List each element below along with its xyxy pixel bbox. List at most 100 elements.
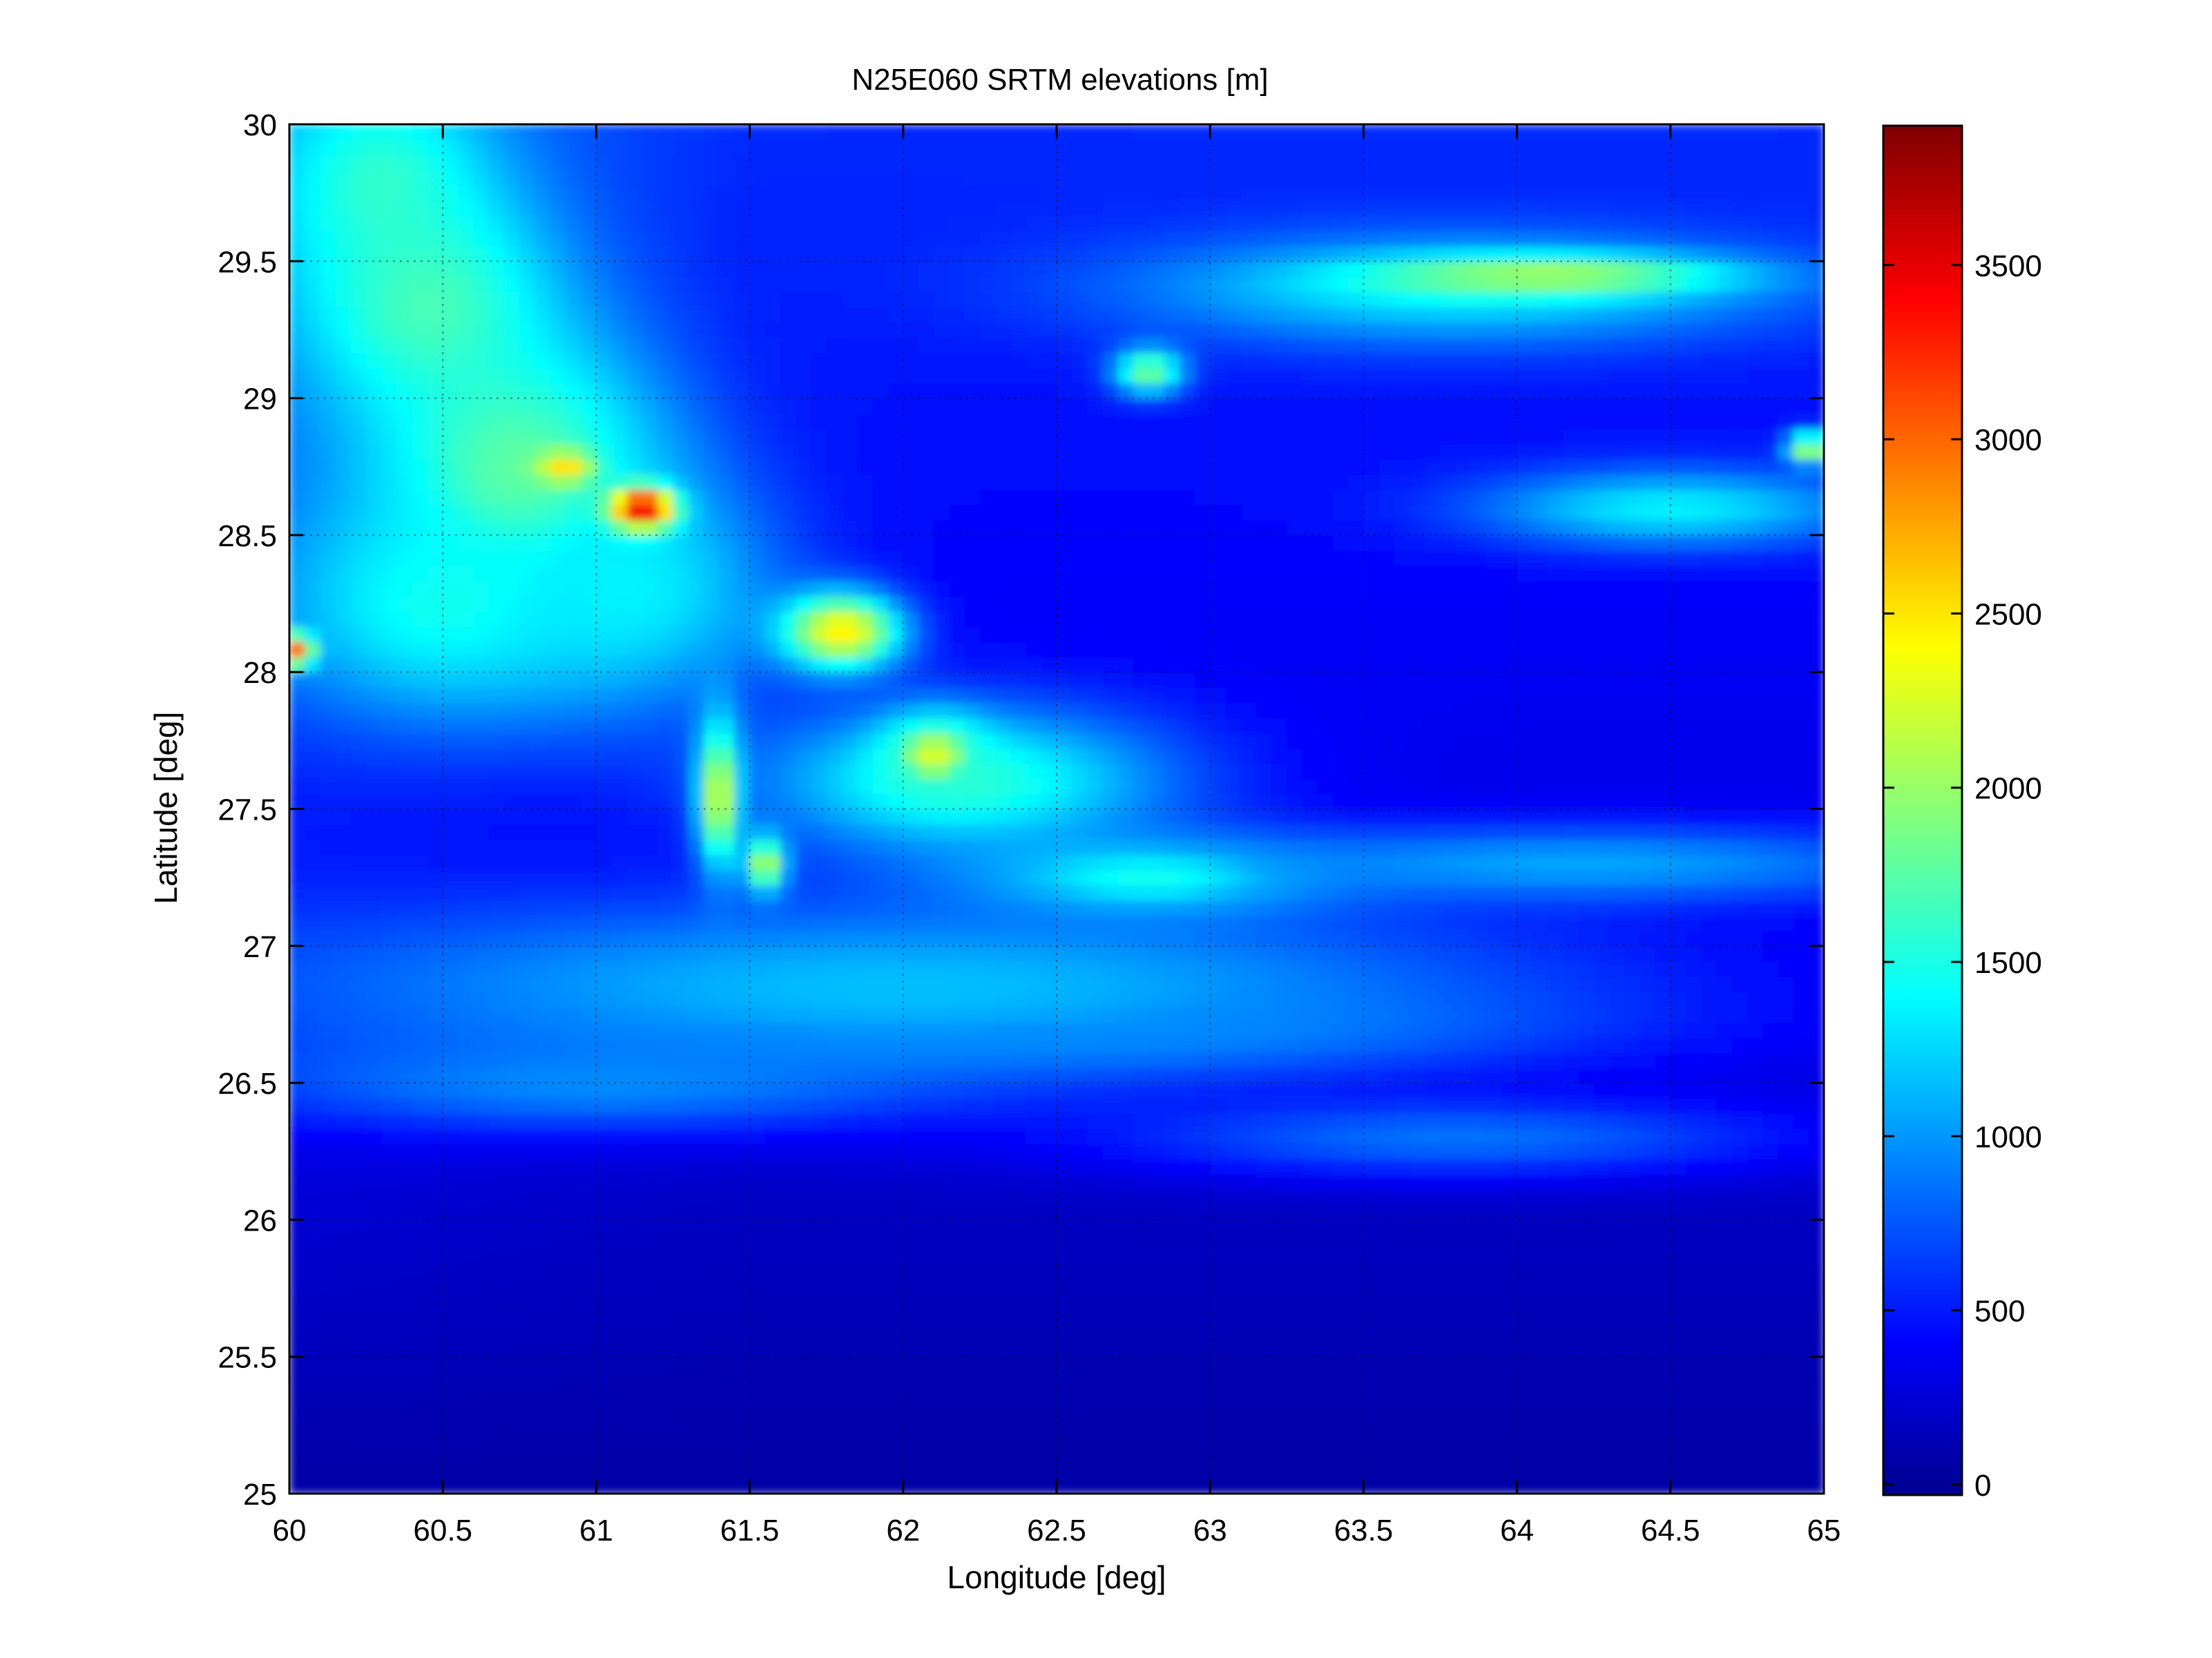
heatmap-cell <box>504 1341 521 1358</box>
heatmap-cell <box>749 915 766 932</box>
heatmap-cell <box>1793 915 1809 932</box>
heatmap-cell <box>1670 1128 1686 1145</box>
heatmap-cell <box>1271 1387 1288 1403</box>
heatmap-cell <box>519 1478 536 1494</box>
heatmap-cell <box>1578 854 1595 871</box>
heatmap-cell <box>473 1447 490 1464</box>
heatmap-cell <box>1133 1387 1150 1403</box>
heatmap-cell <box>673 733 689 749</box>
heatmap-cell <box>1455 1235 1472 1251</box>
heatmap-cell <box>1747 1417 1764 1434</box>
heatmap-cell <box>719 1387 735 1403</box>
heatmap-cell <box>504 885 521 901</box>
heatmap-cell <box>1333 748 1349 764</box>
heatmap-cell <box>1670 1280 1686 1297</box>
heatmap-cell <box>688 763 704 780</box>
heatmap-cell <box>1593 1463 1610 1479</box>
heatmap-cell <box>1440 1265 1456 1282</box>
heatmap-cell <box>1394 1083 1410 1099</box>
heatmap-cell <box>1302 991 1318 1008</box>
heatmap-cell <box>1639 1006 1656 1023</box>
heatmap-cell <box>1425 1478 1441 1494</box>
heatmap-cell <box>1010 1341 1027 1358</box>
heatmap-cell <box>949 824 965 840</box>
heatmap-cell <box>427 900 444 916</box>
heatmap-cell <box>1117 824 1135 840</box>
heatmap-cell <box>488 1159 506 1175</box>
heatmap-cell <box>673 869 689 886</box>
heatmap-cell <box>1057 991 1073 1008</box>
heatmap-cell <box>841 961 858 977</box>
heatmap-cell <box>1133 1463 1150 1479</box>
heatmap-cell <box>1179 1265 1195 1282</box>
heatmap-cell <box>887 1356 904 1373</box>
heatmap-cell <box>1501 1052 1518 1068</box>
heatmap-cell <box>780 900 797 916</box>
heatmap-cell <box>887 748 904 764</box>
heatmap-cell <box>1087 1189 1104 1206</box>
heatmap-cell <box>1548 1417 1564 1434</box>
heatmap-cell <box>1164 900 1180 916</box>
heatmap-cell <box>1655 824 1671 840</box>
heatmap-cell <box>596 1204 613 1221</box>
heatmap-cell <box>1608 945 1626 962</box>
heatmap-cell <box>1302 854 1318 871</box>
heatmap-cell <box>734 1463 751 1479</box>
heatmap-cell <box>1716 793 1733 810</box>
heatmap-cell <box>719 1083 735 1099</box>
heatmap-cell <box>1624 915 1641 932</box>
heatmap-cell <box>703 839 720 856</box>
heatmap-cell <box>734 1068 751 1084</box>
heatmap-cell <box>1608 1447 1626 1464</box>
heatmap-cell <box>1593 945 1610 962</box>
heatmap-cell <box>964 1220 981 1236</box>
heatmap-cell <box>1762 1387 1779 1403</box>
heatmap-cell <box>596 1144 613 1160</box>
heatmap-cell <box>1287 1356 1303 1373</box>
heatmap-cell <box>504 809 521 825</box>
heatmap-cell <box>673 1280 689 1297</box>
heatmap-cell <box>611 1265 628 1282</box>
heatmap-cell <box>504 976 521 992</box>
heatmap-cell <box>1057 1371 1073 1388</box>
heatmap-cell <box>504 1159 521 1175</box>
heatmap-cell <box>688 1341 704 1358</box>
heatmap-cell <box>381 915 398 932</box>
heatmap-cell <box>1225 1326 1242 1342</box>
heatmap-cell <box>1624 1326 1641 1342</box>
heatmap-cell <box>1271 1052 1288 1068</box>
heatmap-cell <box>289 1052 306 1068</box>
heatmap-cell <box>1639 945 1656 962</box>
heatmap-cell <box>626 839 643 856</box>
heatmap-cell <box>1731 1402 1748 1418</box>
heatmap-cell <box>1563 915 1579 932</box>
heatmap-cell <box>1210 1295 1227 1312</box>
heatmap-cell <box>335 945 352 962</box>
heatmap-cell <box>1026 1311 1042 1327</box>
heatmap-cell <box>688 1387 704 1403</box>
heatmap-cell <box>673 1235 689 1251</box>
heatmap-cell <box>1287 1295 1303 1312</box>
heatmap-cell <box>1133 1447 1150 1464</box>
heatmap-cell <box>903 869 919 886</box>
heatmap-cell <box>1348 1371 1365 1388</box>
heatmap-cell <box>1410 1387 1426 1403</box>
heatmap-cell <box>979 824 997 840</box>
heatmap-cell <box>1578 961 1595 977</box>
heatmap-cell <box>396 1113 413 1130</box>
heatmap-cell <box>1287 809 1303 825</box>
heatmap-cell <box>857 1280 874 1297</box>
heatmap-cell <box>1747 1326 1764 1342</box>
heatmap-cell <box>934 1159 950 1175</box>
heatmap-cell <box>780 1052 797 1068</box>
heatmap-cell <box>1731 1098 1748 1115</box>
heatmap-cell <box>1747 1311 1764 1327</box>
heatmap-cell <box>979 1098 997 1115</box>
heatmap-cell <box>335 1417 352 1434</box>
heatmap-cell <box>1287 1022 1303 1038</box>
heatmap-cell <box>1793 1204 1809 1221</box>
heatmap-cell <box>657 1295 674 1312</box>
heatmap-cell <box>1087 1447 1104 1464</box>
heatmap-cell <box>1548 839 1564 856</box>
heatmap-cell <box>1747 1037 1764 1053</box>
